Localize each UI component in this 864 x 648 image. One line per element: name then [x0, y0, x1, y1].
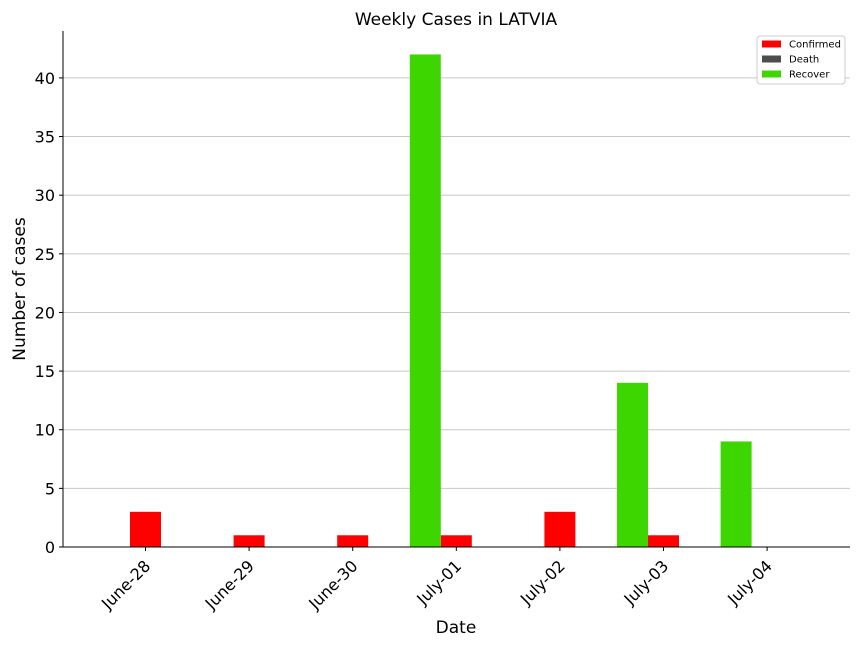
- bar-confirmed: [544, 511, 576, 547]
- y-tick-label: 15: [35, 362, 55, 381]
- x-tick-label: July-01: [412, 556, 465, 609]
- x-tick-label: July-04: [723, 556, 776, 609]
- legend-swatch-recover: [762, 70, 781, 78]
- bar-confirmed: [648, 535, 679, 547]
- y-tick-label: 25: [35, 245, 55, 264]
- legend-label-confirmed: Confirmed: [789, 40, 841, 51]
- bar-recover: [720, 441, 752, 547]
- x-tick-label: July-03: [620, 556, 673, 609]
- x-axis-title: Date: [436, 618, 477, 638]
- y-tick-label: 0: [45, 538, 55, 557]
- legend: Confirmed Death Recover: [756, 35, 846, 85]
- bar-recover: [617, 382, 648, 547]
- bar-confirmed: [337, 535, 369, 547]
- x-tick-label: June-29: [201, 556, 258, 613]
- legend-swatch-confirmed: [762, 40, 781, 48]
- y-tick-label: 40: [35, 69, 55, 88]
- bar-recover: [409, 54, 441, 548]
- bar-confirmed: [130, 511, 161, 547]
- y-tick-label: 30: [35, 186, 55, 205]
- y-tick-label: 5: [45, 479, 55, 498]
- grid-lines: [63, 77, 850, 489]
- bar-confirmed: [440, 535, 472, 547]
- legend-swatch-death: [762, 55, 781, 63]
- chart-title: Weekly Cases in LATVIA: [355, 10, 558, 30]
- y-tick-label: 20: [35, 303, 55, 322]
- legend-label-death: Death: [789, 55, 819, 66]
- bars: [130, 54, 752, 548]
- legend-label-recover: Recover: [789, 70, 830, 81]
- y-tick-label: 10: [35, 421, 55, 440]
- y-axis-title: Number of cases: [10, 217, 30, 361]
- x-tick-label: July-02: [516, 556, 569, 609]
- y-tick-label: 35: [35, 128, 55, 147]
- x-tick-label: June-28: [97, 556, 154, 613]
- y-tick-labels: 0 5 10 15 20 25 30 35 40: [35, 69, 63, 557]
- x-tick-labels: June-28 June-29 June-30 July-01 July-02 July-…: [97, 547, 776, 614]
- x-tick-label: June-30: [304, 556, 361, 613]
- bar-confirmed: [233, 535, 265, 547]
